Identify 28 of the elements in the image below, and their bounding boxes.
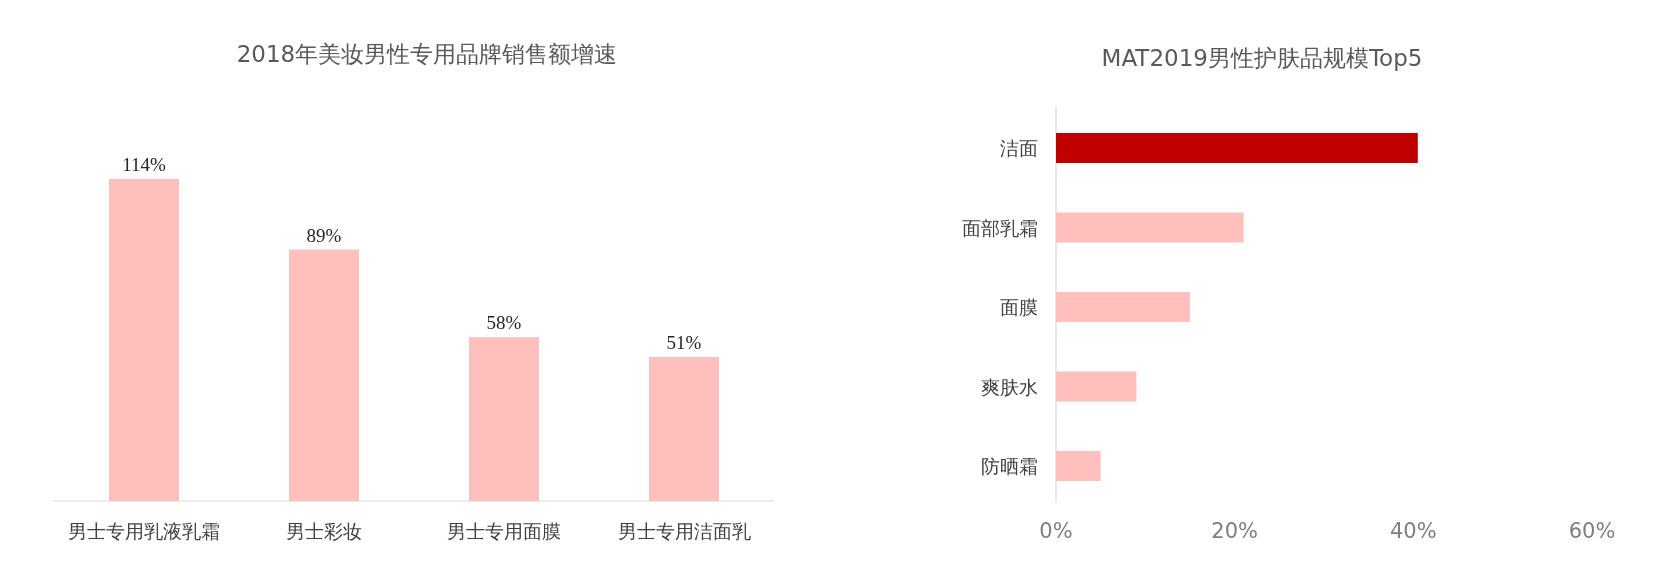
y-tick-label: 爽肤水 (981, 375, 1038, 398)
chart-title: 2018年美妆男性专用品牌销售额增速 (236, 41, 618, 67)
y-tick-label: 面部乳霜 (962, 216, 1038, 239)
x-tick-label: 0% (1039, 519, 1073, 543)
x-tick-label: 40% (1389, 519, 1437, 543)
data-label: 51% (666, 331, 702, 353)
x-tick-label: 男士专用洁面乳 (617, 520, 751, 542)
data-label: 114% (122, 154, 166, 175)
bar (649, 356, 719, 501)
x-tick-label: 男士专用面膜 (447, 520, 561, 542)
bar (1056, 371, 1137, 402)
bar (1056, 451, 1101, 481)
x-tick-label: 男士专用乳液乳霜 (68, 520, 220, 542)
bar (469, 337, 539, 501)
bar (109, 179, 179, 501)
y-tick-label: 防晒霜 (981, 455, 1038, 477)
x-tick-label: 男士彩妆 (286, 520, 362, 542)
bar (1056, 133, 1418, 163)
data-label: 58% (486, 312, 522, 334)
bar (1056, 292, 1190, 322)
bar (1056, 212, 1244, 243)
bar (289, 249, 359, 501)
x-tick-label: 60% (1568, 519, 1616, 543)
data-label: 89% (306, 224, 342, 246)
y-tick-label: 洁面 (1000, 137, 1038, 159)
y-tick-label: 面膜 (1000, 296, 1038, 318)
chart-title: MAT2019男性护肤品规模Top5 (1101, 45, 1423, 71)
x-tick-label: 20% (1211, 519, 1259, 543)
